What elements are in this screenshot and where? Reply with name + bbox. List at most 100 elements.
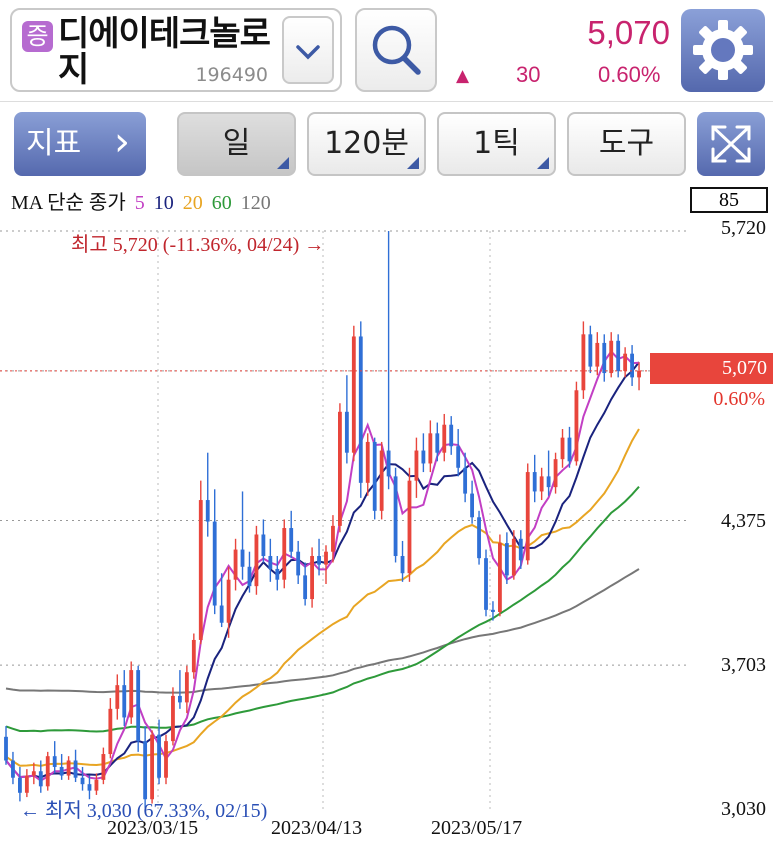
candle-body [115, 685, 120, 709]
indicator-button[interactable]: 지표 › [14, 112, 146, 176]
candle-body [344, 411, 349, 453]
candle-body [518, 538, 523, 561]
candle-body [310, 556, 314, 600]
candle-body [338, 411, 342, 526]
tools-label: 도구 [598, 126, 655, 161]
tab-1tick[interactable]: 1틱 [437, 112, 556, 176]
candle-body [11, 760, 15, 778]
ma-legend-10: 10 [153, 192, 174, 214]
ma-legend: MA 단순 종가 5 10 20 60 120 [11, 186, 271, 215]
candle-body [588, 334, 593, 367]
price-change: 30 [516, 62, 541, 87]
candle-body [435, 433, 440, 453]
candle-body [372, 441, 377, 511]
candle-body [254, 534, 259, 587]
stock-dropdown-button[interactable] [282, 16, 334, 84]
candle-body [463, 467, 468, 494]
chevron-down-icon [296, 45, 320, 60]
candle-body [511, 538, 516, 576]
candle-body [331, 525, 335, 552]
candle-body [205, 500, 210, 522]
candle-body [87, 784, 92, 791]
candle-body [602, 342, 607, 374]
candle-body [546, 476, 551, 488]
tools-button[interactable]: 도구 [567, 112, 686, 176]
candle-body [289, 528, 294, 552]
settings-button[interactable] [681, 9, 765, 92]
candle-body [560, 437, 565, 460]
candle-body [498, 543, 502, 612]
candle-body [157, 734, 161, 778]
candle-body [581, 334, 586, 391]
ma-20-line [5, 428, 640, 767]
candle-body [136, 670, 141, 742]
candle-body [275, 568, 280, 580]
candle-body [233, 549, 238, 580]
tab-120min[interactable]: 120분 [307, 112, 426, 176]
candle-body [143, 741, 148, 800]
dropdown-corner-icon [407, 157, 419, 169]
candle-body [379, 450, 384, 511]
dropdown-corner-icon [537, 157, 549, 169]
x-tick-label: 2023/04/13 [271, 817, 363, 839]
candle-body [616, 340, 621, 371]
indicator-label: 지표 [26, 126, 82, 161]
candle-body [574, 390, 579, 462]
candle-body [504, 543, 509, 576]
y-tick-label: 3,703 [721, 654, 766, 676]
ma-legend-label: MA 단순 종가 [11, 192, 126, 214]
volume-box[interactable]: 85 [690, 187, 768, 213]
candle-body [282, 528, 287, 580]
current-price: 5,070 [587, 14, 670, 51]
candle-body [595, 342, 600, 367]
y-tick-label: 5,720 [721, 217, 766, 239]
candle-body [421, 450, 426, 464]
expand-icon [711, 125, 751, 163]
candle-body [94, 779, 99, 791]
candle-body [407, 480, 412, 574]
candle-body [219, 605, 224, 623]
candle-body [198, 500, 203, 640]
expand-button[interactable] [697, 112, 765, 176]
candle-body [24, 775, 29, 793]
gear-icon [693, 20, 753, 80]
search-button[interactable] [355, 8, 437, 92]
candle-body [296, 551, 301, 576]
tab-day[interactable]: 일 [177, 112, 296, 176]
high-price-note: 최고 5,720 (-11.36%, 04/24) → [71, 234, 325, 256]
search-icon [372, 25, 421, 75]
stock-selector[interactable]: 증 디에이테크놀로지 196490 [10, 8, 342, 92]
tab-120min-label: 120분 [324, 126, 409, 161]
candle-body [191, 639, 196, 673]
candle-body [240, 549, 245, 567]
candle-body [45, 756, 50, 787]
ma-legend-120: 120 [240, 192, 271, 214]
candle-body [164, 741, 168, 778]
candle-body [491, 609, 495, 612]
candle-body [247, 566, 252, 587]
candle-body [567, 437, 572, 462]
candle-body [324, 551, 328, 565]
candle-body [178, 695, 182, 703]
candle-body [400, 556, 405, 574]
candle-body [261, 534, 266, 557]
candle-body [358, 336, 363, 483]
candle-body [470, 493, 474, 518]
ma-5-line [5, 349, 640, 782]
candle-body [31, 771, 36, 776]
candle-body [449, 424, 454, 447]
stock-type-badge: 증 [22, 21, 53, 52]
candle-body [101, 754, 106, 780]
ma-60-line [5, 486, 640, 733]
tab-day-label: 일 [222, 126, 251, 161]
y-tick-label: 4,375 [721, 510, 766, 532]
candle-body [268, 556, 273, 569]
candle-body [73, 760, 78, 778]
price-change-pct: 0.60% [598, 62, 661, 87]
candle-body [477, 517, 481, 559]
x-tick-label: 2023/03/15 [107, 817, 199, 839]
candle-body [184, 672, 189, 703]
candle-body [303, 575, 308, 600]
header-divider [0, 101, 773, 102]
candle-body [539, 476, 544, 492]
